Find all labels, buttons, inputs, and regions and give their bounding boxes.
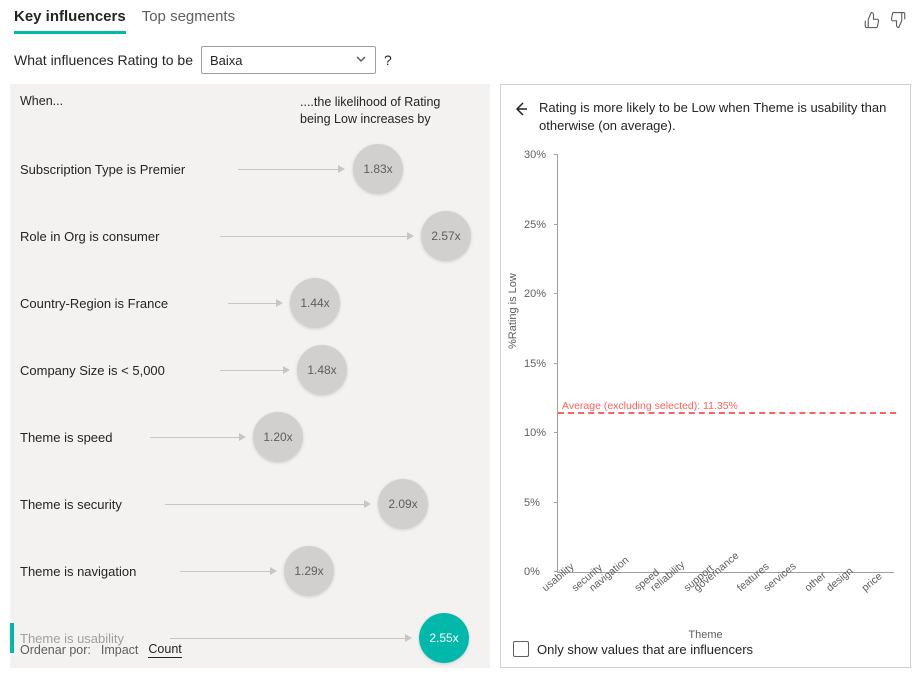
- influencer-row[interactable]: Subscription Type is Premier 1.83x: [20, 136, 480, 203]
- x-tick: other: [803, 570, 829, 595]
- connector-line: [228, 303, 276, 304]
- help-icon[interactable]: ?: [384, 52, 392, 68]
- arrow-icon: [239, 433, 246, 441]
- y-tick: 15%: [524, 358, 546, 370]
- arrow-icon: [364, 500, 371, 508]
- influencer-row[interactable]: Theme is speed1.20x: [20, 404, 480, 471]
- tab-key-influencers[interactable]: Key influencers: [14, 8, 126, 34]
- influencer-row[interactable]: Role in Org is consumer 2.57x: [20, 203, 480, 270]
- multiplier-bubble[interactable]: 1.29x: [284, 546, 334, 596]
- value-dropdown[interactable]: Baixa: [201, 46, 376, 74]
- chevron-down-icon: [355, 53, 367, 68]
- multiplier-bubble[interactable]: 2.57x: [421, 211, 471, 261]
- tab-top-segments[interactable]: Top segments: [142, 8, 235, 34]
- arrow-icon: [405, 634, 412, 642]
- arrow-icon: [270, 567, 277, 575]
- connector-line: [238, 169, 338, 170]
- average-label: Average (excluding selected): 11.35%: [562, 400, 738, 412]
- connector-line: [180, 571, 270, 572]
- multiplier-bubble[interactable]: 1.20x: [253, 412, 303, 462]
- back-arrow-icon[interactable]: [513, 101, 529, 120]
- influencer-row[interactable]: Theme is usability2.55x: [20, 605, 480, 672]
- x-axis-label: Theme: [688, 629, 722, 641]
- influencer-row[interactable]: Company Size is < 5,000 1.48x: [20, 337, 480, 404]
- thumbs-down-icon[interactable]: [889, 11, 907, 32]
- connector-line: [170, 638, 405, 639]
- sort-impact[interactable]: Impact: [101, 643, 139, 657]
- chart: %Rating is Low 30%25%20%15%10%5%0%Averag…: [513, 149, 898, 635]
- influencer-row[interactable]: Theme is navigation1.29x: [20, 538, 480, 605]
- multiplier-bubble[interactable]: 2.09x: [378, 479, 428, 529]
- sort-count[interactable]: Count: [148, 642, 181, 658]
- selected-marker: [10, 623, 14, 653]
- only-influencers-checkbox[interactable]: [513, 641, 529, 657]
- influencer-label: Role in Org is consumer: [20, 229, 250, 244]
- detail-text: Rating is more likely to be Low when The…: [539, 99, 898, 135]
- only-influencers-label: Only show values that are influencers: [537, 642, 753, 657]
- sort-label: Ordenar por:: [20, 643, 91, 657]
- thumbs-up-icon[interactable]: [863, 11, 881, 32]
- average-line: Average (excluding selected): 11.35%: [558, 412, 896, 414]
- influencer-label: Country-Region is France: [20, 296, 250, 311]
- x-tick: price: [859, 570, 884, 594]
- detail-panel: Rating is more likely to be Low when The…: [500, 84, 911, 668]
- connector-line: [165, 504, 364, 505]
- y-tick: 30%: [524, 149, 546, 161]
- y-tick: 0%: [524, 566, 540, 578]
- connector-line: [220, 370, 283, 371]
- y-tick: 20%: [524, 288, 546, 300]
- col-header-when: When...: [20, 94, 300, 128]
- multiplier-bubble[interactable]: 1.83x: [353, 144, 403, 194]
- y-axis-label: %Rating is Low: [507, 274, 519, 350]
- connector-line: [220, 236, 407, 237]
- influencer-label: Subscription Type is Premier: [20, 162, 250, 177]
- y-tick: 25%: [524, 219, 546, 231]
- influencers-panel: When... ....the likelihood of Rating bei…: [10, 84, 490, 668]
- influencer-row[interactable]: Theme is security2.09x: [20, 471, 480, 538]
- arrow-icon: [283, 366, 290, 374]
- influencer-row[interactable]: Country-Region is France 1.44x: [20, 270, 480, 337]
- arrow-icon: [276, 299, 283, 307]
- connector-line: [150, 437, 239, 438]
- arrow-icon: [338, 165, 345, 173]
- y-tick: 10%: [524, 427, 546, 439]
- multiplier-bubble[interactable]: 1.44x: [290, 278, 340, 328]
- multiplier-bubble[interactable]: 1.48x: [297, 345, 347, 395]
- y-tick: 5%: [524, 497, 540, 509]
- col-header-likely: ....the likelihood of Rating being Low i…: [300, 94, 470, 128]
- dropdown-value: Baixa: [210, 53, 243, 68]
- question-prefix: What influences Rating to be: [14, 52, 193, 68]
- influencer-label: Company Size is < 5,000: [20, 363, 250, 378]
- multiplier-bubble[interactable]: 2.55x: [419, 613, 469, 663]
- arrow-icon: [407, 232, 414, 240]
